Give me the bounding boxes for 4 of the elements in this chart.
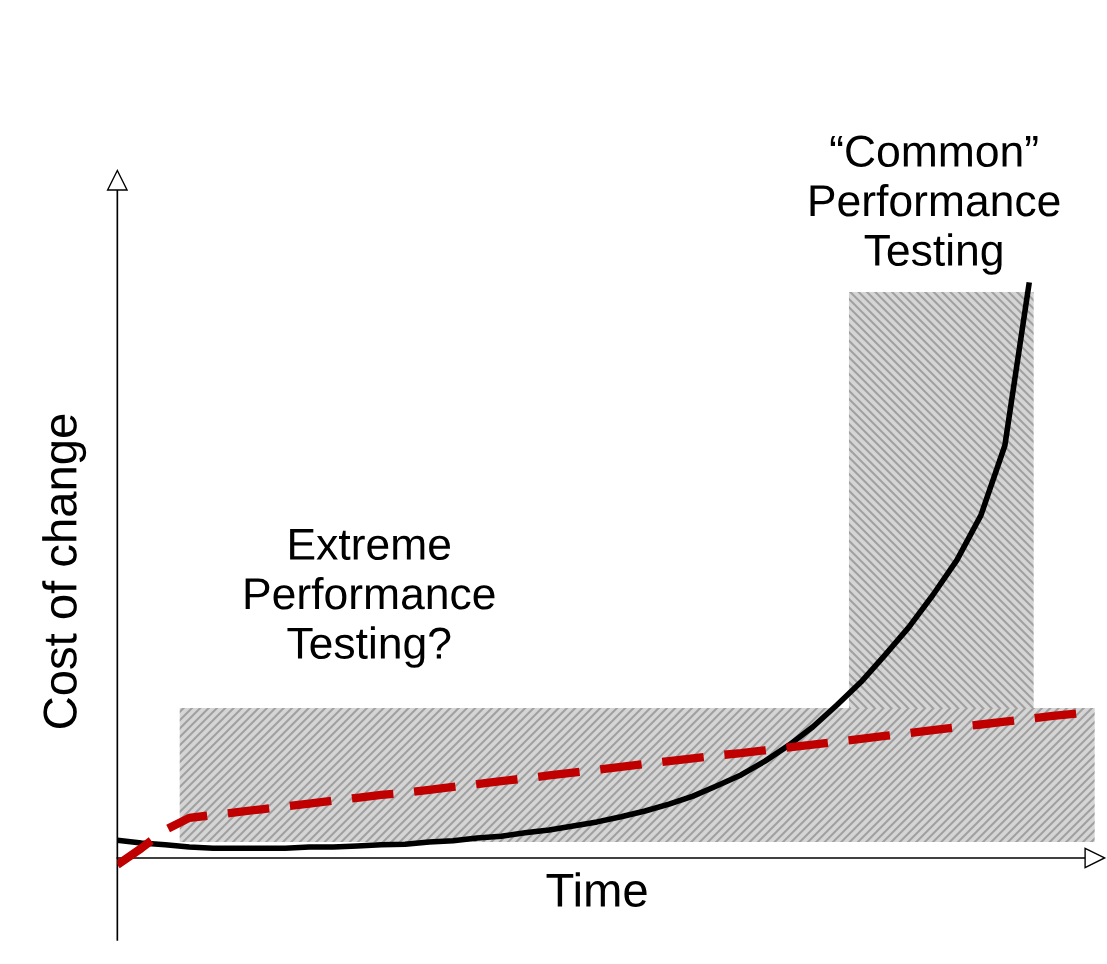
y-axis-title: Cost of change: [42, 414, 87, 728]
x-axis-title: Time: [546, 872, 647, 907]
band-label: Extreme Performance Testing?: [245, 529, 495, 668]
text: “Common” Performance Testing: [810, 135, 1060, 275]
